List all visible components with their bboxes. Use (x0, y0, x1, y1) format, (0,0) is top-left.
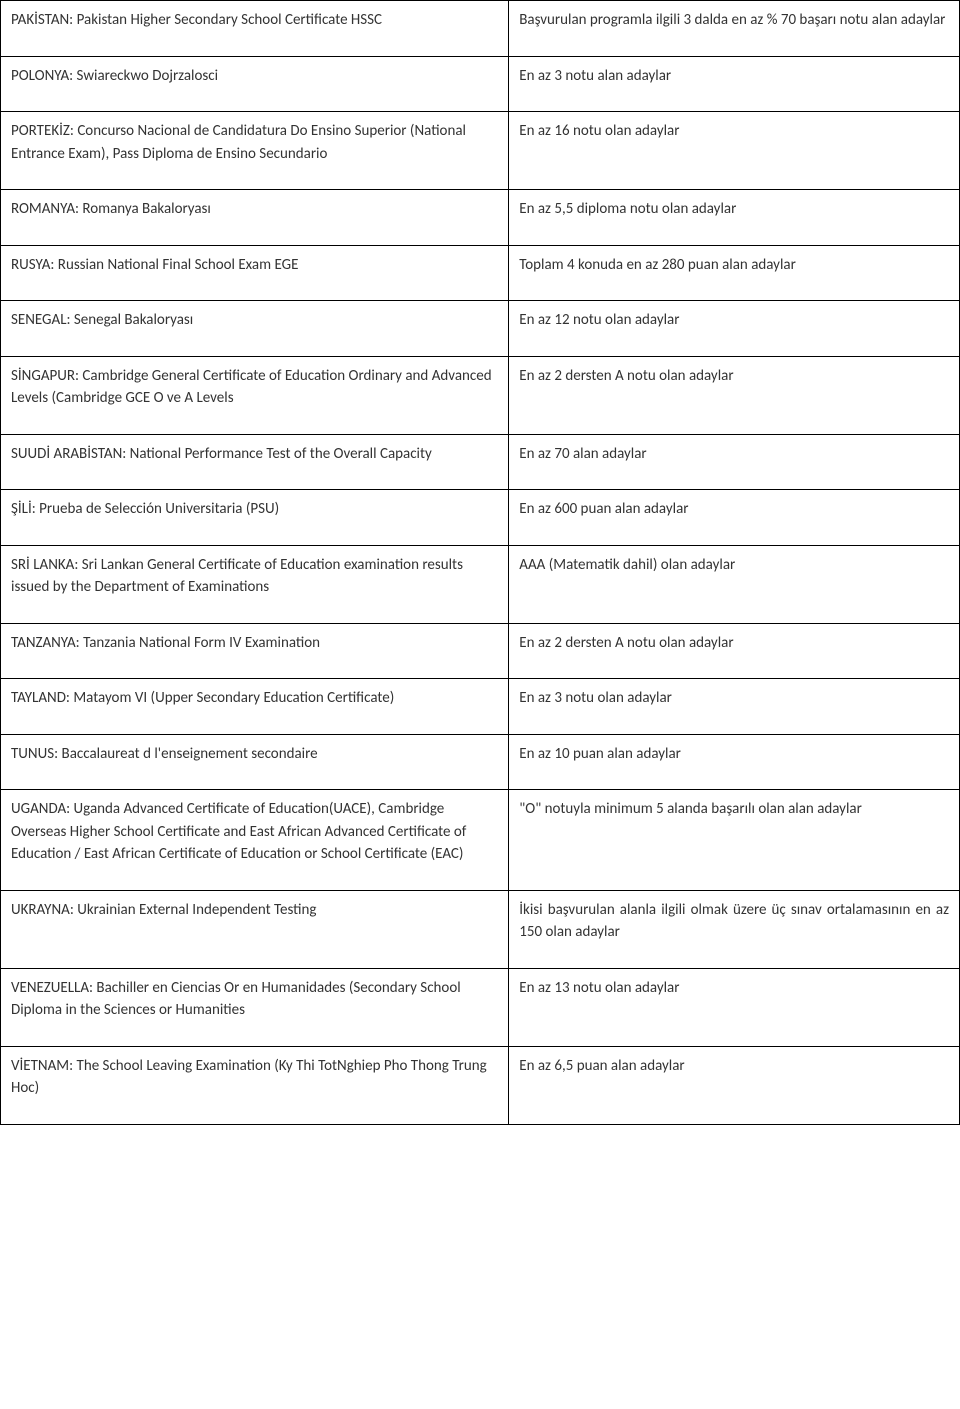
country-exam-cell: UGANDA: Uganda Advanced Certificate of E… (1, 790, 509, 891)
country-exam-cell: SENEGAL: Senegal Bakaloryası (1, 301, 509, 357)
country-exam-cell: SİNGAPUR: Cambridge General Certificate … (1, 356, 509, 434)
country-exam-cell: SRİ LANKA: Sri Lankan General Certificat… (1, 545, 509, 623)
requirement-cell: En az 3 notu olan adaylar (509, 679, 960, 735)
table-row: TANZANYA: Tanzania National Form IV Exam… (1, 623, 960, 679)
country-exam-cell: RUSYA: Russian National Final School Exa… (1, 245, 509, 301)
table-row: UKRAYNA: Ukrainian External Independent … (1, 890, 960, 968)
requirement-cell: En az 3 notu alan adaylar (509, 56, 960, 112)
requirement-cell: En az 5,5 diploma notu olan adaylar (509, 190, 960, 246)
table-row: TUNUS: Baccalaureat d l'enseignement sec… (1, 734, 960, 790)
table-row: VENEZUELLA: Bachiller en Ciencias Or en … (1, 968, 960, 1046)
requirement-cell: AAA (Matematik dahil) olan adaylar (509, 545, 960, 623)
table-body: PAKİSTAN: Pakistan Higher Secondary Scho… (1, 1, 960, 1125)
country-exam-cell: VİETNAM: The School Leaving Examination … (1, 1046, 509, 1124)
requirement-cell: En az 16 notu olan adaylar (509, 112, 960, 190)
requirement-cell: En az 600 puan alan adaylar (509, 490, 960, 546)
country-exam-cell: TANZANYA: Tanzania National Form IV Exam… (1, 623, 509, 679)
requirement-cell: En az 12 notu olan adaylar (509, 301, 960, 357)
requirement-cell: En az 70 alan adaylar (509, 434, 960, 490)
country-exam-cell: VENEZUELLA: Bachiller en Ciencias Or en … (1, 968, 509, 1046)
requirement-cell: En az 2 dersten A notu olan adaylar (509, 356, 960, 434)
country-exam-cell: UKRAYNA: Ukrainian External Independent … (1, 890, 509, 968)
table-row: PAKİSTAN: Pakistan Higher Secondary Scho… (1, 1, 960, 57)
table-row: RUSYA: Russian National Final School Exa… (1, 245, 960, 301)
country-exam-cell: PORTEKİZ: Concurso Nacional de Candidatu… (1, 112, 509, 190)
requirement-cell: En az 13 notu olan adaylar (509, 968, 960, 1046)
table-row: POLONYA: Swiareckwo DojrzalosciEn az 3 n… (1, 56, 960, 112)
table-row: VİETNAM: The School Leaving Examination … (1, 1046, 960, 1124)
country-exam-cell: TAYLAND: Matayom VI (Upper Secondary Edu… (1, 679, 509, 735)
table-row: ŞİLİ: Prueba de Selección Universitaria … (1, 490, 960, 546)
requirement-cell: Toplam 4 konuda en az 280 puan alan aday… (509, 245, 960, 301)
requirement-cell: Başvurulan programla ilgili 3 dalda en a… (509, 1, 960, 57)
table-row: SRİ LANKA: Sri Lankan General Certificat… (1, 545, 960, 623)
requirement-cell: En az 2 dersten A notu olan adaylar (509, 623, 960, 679)
country-exam-cell: TUNUS: Baccalaureat d l'enseignement sec… (1, 734, 509, 790)
table-row: SENEGAL: Senegal BakaloryasıEn az 12 not… (1, 301, 960, 357)
country-exam-cell: ŞİLİ: Prueba de Selección Universitaria … (1, 490, 509, 546)
requirement-cell: İkisi başvurulan alanla ilgili olmak üze… (509, 890, 960, 968)
requirement-cell: En az 6,5 puan alan adaylar (509, 1046, 960, 1124)
country-exam-cell: ROMANYA: Romanya Bakaloryası (1, 190, 509, 246)
table-row: PORTEKİZ: Concurso Nacional de Candidatu… (1, 112, 960, 190)
table-row: SİNGAPUR: Cambridge General Certificate … (1, 356, 960, 434)
requirement-cell: En az 10 puan alan adaylar (509, 734, 960, 790)
requirements-table: PAKİSTAN: Pakistan Higher Secondary Scho… (0, 0, 960, 1125)
country-exam-cell: PAKİSTAN: Pakistan Higher Secondary Scho… (1, 1, 509, 57)
requirement-cell: "O" notuyla minimum 5 alanda başarılı ol… (509, 790, 960, 891)
table-row: SUUDİ ARABİSTAN: National Performance Te… (1, 434, 960, 490)
country-exam-cell: SUUDİ ARABİSTAN: National Performance Te… (1, 434, 509, 490)
table-row: UGANDA: Uganda Advanced Certificate of E… (1, 790, 960, 891)
table-row: TAYLAND: Matayom VI (Upper Secondary Edu… (1, 679, 960, 735)
country-exam-cell: POLONYA: Swiareckwo Dojrzalosci (1, 56, 509, 112)
table-row: ROMANYA: Romanya BakaloryasıEn az 5,5 di… (1, 190, 960, 246)
